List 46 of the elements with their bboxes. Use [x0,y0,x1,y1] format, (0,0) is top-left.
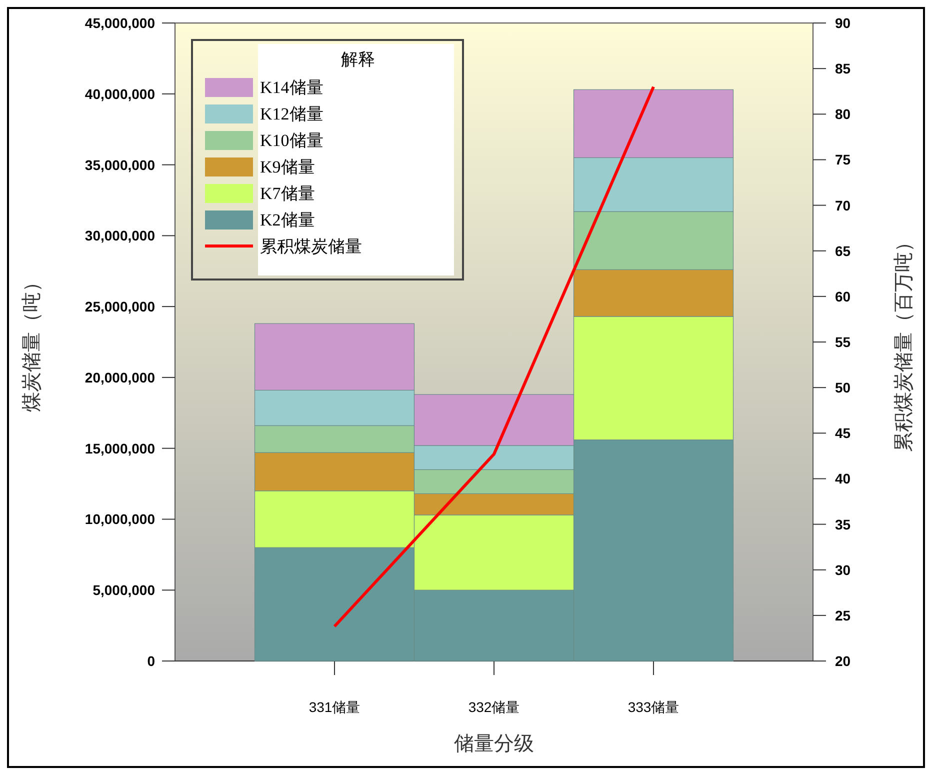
legend-item: K10储量 [205,131,324,150]
y2-tick-label: 30 [835,562,851,578]
y-tick-label: 20,000,000 [84,369,156,386]
y-tick-label: 5,000,000 [92,582,156,598]
y2-tick-label: 80 [835,106,851,122]
y2-tick-label: 85 [835,60,851,77]
legend-label: K10储量 [260,131,324,150]
legend-label: K12储量 [260,104,324,124]
x-tick-label: 333储量 [628,699,680,715]
x-tick-label: 332储量 [468,699,520,715]
legend-label: 累积煤炭储量 [260,237,362,256]
legend-title: 解释 [341,50,375,69]
y2-tick-label: 35 [835,516,851,532]
y-tick-label: 30,000,000 [84,228,156,244]
y2-tick-label: 65 [835,242,851,259]
legend-label: K7储量 [260,184,315,203]
y-tick-label: 40,000,000 [84,86,156,102]
legend-item: 累积煤炭储量 [205,237,362,256]
legend-item: K9储量 [205,158,315,176]
y2-tick-label: 55 [835,334,851,350]
y2-tick-label: 70 [835,197,851,214]
y2-tick-label: 50 [835,380,851,396]
y2-tick-label: 75 [835,152,851,168]
legend-item: K12储量 [205,104,324,124]
y2-tick-label: 45 [835,425,851,442]
y-tick-label: 45,000,000 [84,15,156,31]
y2-tick-label: 60 [835,288,851,304]
y2-tick-label: 90 [835,15,851,31]
x-axis-title: 储量分级 [454,733,534,755]
y2-tick-label: 20 [835,653,851,669]
legend-label: K14储量 [260,78,324,97]
y-tick-label: 15,000,000 [84,440,156,456]
legend-item: K2储量 [205,210,315,230]
legend-label: K9储量 [260,158,315,176]
legend-item: K14储量 [205,78,324,97]
y-axis-title: 煤炭储量（吨） [21,272,43,412]
legend-label: K2储量 [260,210,315,230]
y-tick-label: 10,000,000 [84,511,156,528]
y-tick-label: 25,000,000 [84,298,156,315]
y-tick-label: 35,000,000 [84,156,156,173]
y2-axis-title: 累积煤炭储量（百万吨） [893,232,915,452]
y2-tick-label: 40 [835,470,851,487]
y-tick-label: 0 [147,653,156,669]
x-tick-label: 331储量 [308,699,360,715]
legend-item: K7储量 [205,184,315,203]
y2-tick-label: 25 [835,607,851,624]
